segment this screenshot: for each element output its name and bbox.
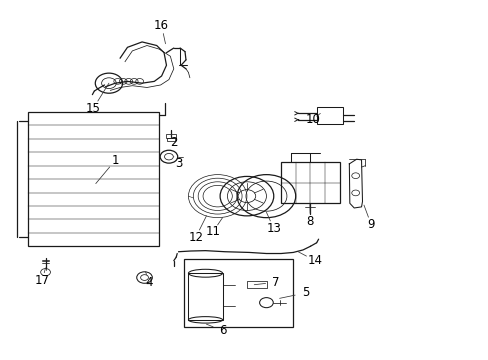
Text: 17: 17 [35, 274, 50, 287]
Text: 3: 3 [175, 157, 182, 170]
Text: 6: 6 [218, 324, 226, 337]
Bar [166, 134, 176, 138]
Bar [316, 107, 343, 125]
Text: 11: 11 [205, 225, 220, 238]
Text: 7: 7 [272, 276, 279, 289]
Bar [281, 162, 339, 203]
Text: 4: 4 [145, 276, 153, 289]
Bar [27, 112, 159, 246]
Text: 8: 8 [306, 215, 313, 228]
Text: 12: 12 [188, 231, 203, 244]
Text: 1: 1 [111, 154, 119, 167]
Bar [167, 138, 175, 140]
Text: 14: 14 [307, 254, 322, 267]
Bar [246, 281, 267, 288]
Text: 5: 5 [301, 287, 308, 300]
Text: 10: 10 [305, 113, 320, 126]
Text: 9: 9 [367, 218, 374, 231]
Bar [188, 273, 222, 320]
Text: 13: 13 [266, 222, 281, 235]
Text: 15: 15 [86, 102, 101, 115]
Text: 2: 2 [170, 136, 177, 149]
Text: 16: 16 [154, 19, 169, 32]
Bar [183, 259, 293, 327]
